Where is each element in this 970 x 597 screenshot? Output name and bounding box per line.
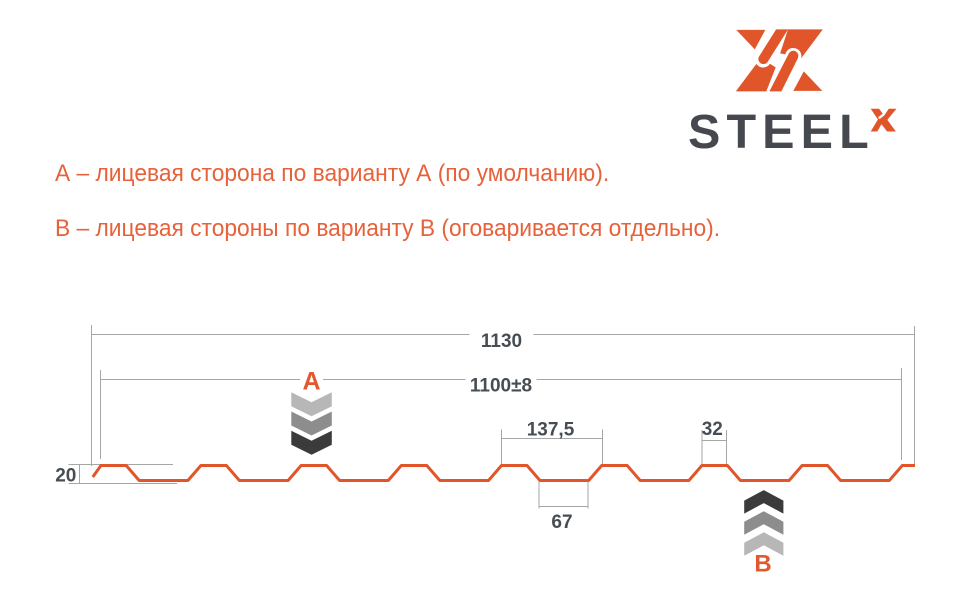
svg-text:67: 67 xyxy=(551,512,572,533)
svg-text:1130: 1130 xyxy=(481,331,522,352)
svg-text:32: 32 xyxy=(702,419,723,440)
svg-text:20: 20 xyxy=(55,466,76,487)
svg-text:A: A xyxy=(302,368,320,396)
svg-text:1100±8: 1100±8 xyxy=(470,376,532,397)
svg-text:137,5: 137,5 xyxy=(527,420,575,441)
svg-text:B: B xyxy=(754,551,771,578)
